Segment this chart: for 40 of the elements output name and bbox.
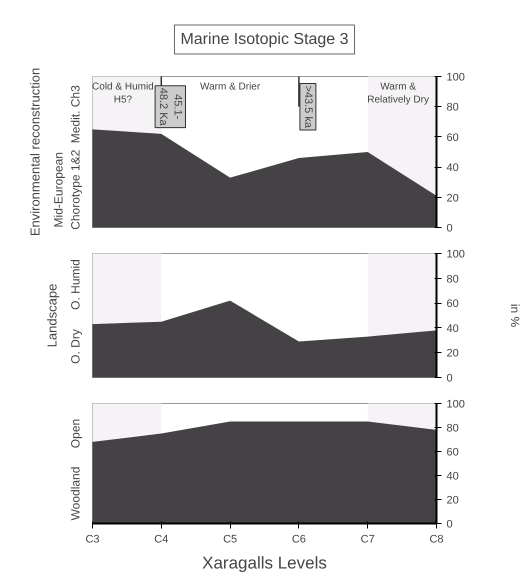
x-tick-label: C4 — [154, 534, 168, 546]
text: Mid-European Chorotype 1&2 — [52, 149, 82, 230]
x-tick-label: C5 — [223, 534, 238, 546]
x-axis-title: Xaragalls Levels — [202, 554, 327, 572]
y-tick-label: 80 — [446, 102, 459, 114]
ref-line-label: 45.1- 48.2 Ka — [157, 88, 184, 127]
y-tick-label: 100 — [446, 72, 465, 84]
x-tick-label: C8 — [429, 534, 444, 546]
text: O. Humid — [68, 259, 82, 310]
band-label: Warm & Relatively Dry — [367, 82, 429, 106]
y-tick-label: 100 — [446, 248, 465, 260]
y-tick-label: 0 — [446, 518, 453, 530]
y-tick-label: 20 — [446, 348, 459, 360]
y-tick-label: 60 — [446, 446, 459, 458]
y-tick-label: 20 — [446, 192, 459, 204]
band-label: Cold & Humid H5? — [92, 82, 154, 106]
y-axis-title: Environmental reconstruction — [28, 68, 43, 236]
y-tick-label: 0 — [446, 372, 453, 384]
y-axis-title: Landscape — [44, 284, 60, 348]
y-tick-label: 60 — [446, 298, 459, 310]
y-tick-label: 40 — [446, 470, 459, 482]
ref-line-label: >43.5 ka — [302, 85, 314, 129]
x-tick-label: C6 — [292, 534, 306, 546]
y-tick-label: 80 — [446, 273, 459, 286]
text: Medit. Ch3 — [68, 84, 82, 144]
y-tick-label: 20 — [446, 494, 459, 506]
text: Open — [68, 418, 82, 448]
y-tick-label: 100 — [446, 398, 465, 410]
y-tick-label: 40 — [446, 162, 459, 174]
y-tick-label: 80 — [446, 422, 459, 434]
text: Woodland — [68, 466, 82, 520]
y-tick-label: 0 — [446, 222, 453, 234]
x-tick-label: C3 — [85, 534, 100, 546]
y-tick-label: 40 — [446, 322, 459, 335]
x-tick-label: C7 — [360, 534, 375, 546]
chart-title: Marine Isotopic Stage 3 — [180, 31, 349, 48]
text: O. Dry — [68, 329, 82, 364]
y-tick-label: 60 — [446, 132, 459, 144]
y2-axis-title: in % — [508, 304, 522, 328]
annotation: Warm & Drier — [200, 82, 261, 92]
